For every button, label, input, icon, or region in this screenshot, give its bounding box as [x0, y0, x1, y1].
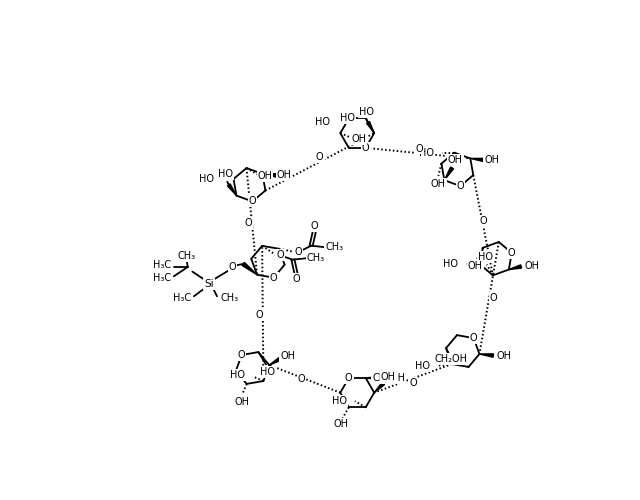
- Polygon shape: [470, 158, 484, 162]
- Text: OH: OH: [333, 420, 349, 430]
- Text: O: O: [345, 373, 353, 383]
- Text: O: O: [310, 222, 318, 232]
- Text: O: O: [294, 247, 302, 257]
- Text: H₃C: H₃C: [153, 260, 171, 270]
- Text: OH: OH: [381, 372, 396, 382]
- Text: OH: OH: [280, 351, 295, 361]
- Text: OH: OH: [468, 262, 483, 272]
- Polygon shape: [374, 382, 385, 392]
- Text: O: O: [416, 144, 424, 154]
- Text: O: O: [362, 143, 369, 153]
- Text: O: O: [298, 374, 305, 384]
- Text: Si: Si: [205, 279, 214, 289]
- Text: HO: HO: [444, 260, 458, 270]
- Polygon shape: [479, 354, 493, 357]
- Text: CH₃: CH₃: [220, 293, 238, 303]
- Text: HO: HO: [477, 252, 493, 262]
- Text: CH₃: CH₃: [307, 253, 325, 263]
- Text: O: O: [470, 333, 477, 343]
- Text: OH: OH: [497, 350, 511, 360]
- Polygon shape: [269, 358, 281, 365]
- Text: OH: OH: [524, 262, 540, 272]
- Polygon shape: [509, 265, 522, 270]
- Text: O: O: [245, 218, 253, 228]
- Text: O: O: [479, 216, 487, 226]
- Text: O: O: [256, 310, 264, 320]
- Text: OH: OH: [351, 134, 366, 144]
- Text: HO: HO: [415, 360, 430, 370]
- Text: OH: OH: [484, 155, 499, 165]
- Polygon shape: [242, 262, 257, 274]
- Text: HO: HO: [230, 370, 245, 380]
- Text: O: O: [270, 272, 278, 282]
- Text: CH₃: CH₃: [177, 251, 195, 261]
- Text: O: O: [316, 152, 324, 162]
- Polygon shape: [262, 174, 276, 177]
- Text: O: O: [409, 378, 417, 388]
- Text: O: O: [456, 181, 464, 191]
- Text: OH: OH: [435, 354, 450, 364]
- Text: CH₂OH: CH₂OH: [372, 373, 405, 383]
- Text: OH: OH: [276, 170, 291, 180]
- Text: HO: HO: [316, 116, 330, 126]
- Text: OH: OH: [447, 155, 463, 165]
- Text: H₃C: H₃C: [173, 293, 191, 303]
- Text: O: O: [276, 250, 284, 260]
- Text: O: O: [248, 196, 256, 206]
- Text: O: O: [490, 293, 497, 303]
- Text: O: O: [228, 262, 236, 272]
- Polygon shape: [365, 376, 380, 380]
- Text: OH: OH: [235, 398, 250, 407]
- Text: HO: HO: [260, 367, 275, 377]
- Text: O: O: [292, 274, 300, 284]
- Text: OH: OH: [257, 171, 273, 181]
- Text: H₃C: H₃C: [153, 273, 171, 283]
- Polygon shape: [227, 184, 237, 196]
- Text: O: O: [238, 350, 246, 360]
- Text: HO: HO: [198, 174, 214, 184]
- Text: HO: HO: [340, 114, 355, 124]
- Text: CH₃: CH₃: [325, 242, 343, 252]
- Text: HO: HO: [419, 148, 435, 158]
- Text: CH₂OH: CH₂OH: [434, 354, 467, 364]
- Polygon shape: [367, 122, 374, 133]
- Polygon shape: [444, 167, 454, 180]
- Text: OH: OH: [431, 178, 446, 188]
- Text: HO: HO: [359, 106, 374, 117]
- Text: O: O: [508, 248, 516, 258]
- Text: HO: HO: [218, 169, 233, 179]
- Text: HO: HO: [332, 396, 348, 406]
